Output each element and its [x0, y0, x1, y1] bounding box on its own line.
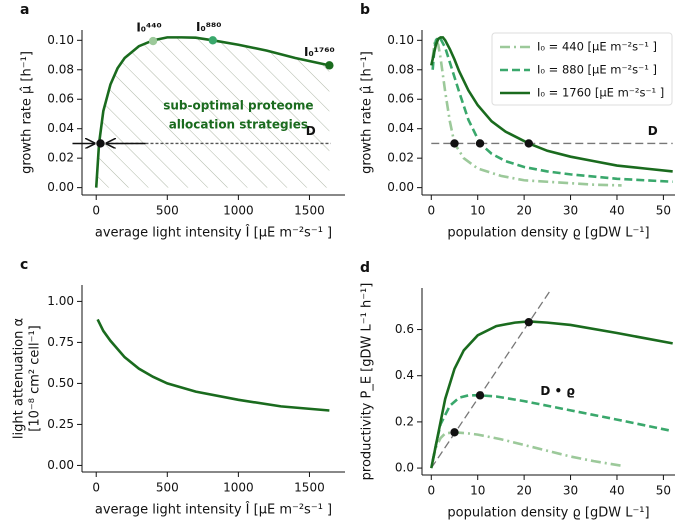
point-label: I₀¹⁷⁶⁰ [304, 45, 335, 59]
x-tick-label: 40 [609, 204, 624, 218]
x-tick-label: 0 [92, 481, 100, 495]
y-tick-label: 0.00 [47, 458, 74, 472]
y-tick-label: 0.06 [47, 92, 74, 106]
y-tick-label: 1.00 [47, 294, 74, 308]
y-tick-label: 0.02 [387, 151, 414, 165]
series-line [94, 36, 330, 188]
x-tick-label: 1500 [294, 204, 325, 218]
point-label: I₀⁸⁸⁰ [196, 20, 222, 34]
y-tick-label: 0.00 [47, 180, 74, 194]
series-line [431, 394, 673, 462]
x-tick-label: 50 [656, 484, 671, 498]
x-tick-label: 10 [470, 204, 485, 218]
y-tick-label: 0.6 [395, 322, 414, 336]
y-tick-label: 0.06 [387, 92, 414, 106]
reference-label: D [306, 124, 316, 138]
y-tick-label: 0.10 [47, 33, 74, 47]
y-axis-label: growth rate µ̂ [h⁻¹] [20, 51, 35, 174]
y-tick-label: 0.00 [387, 180, 414, 194]
x-tick-label: 30 [563, 204, 578, 218]
y-tick-label: 0.25 [47, 417, 74, 431]
y-tick-label: 0.10 [387, 33, 414, 47]
x-axis-label: average light intensity Î [µE m⁻²s⁻¹ ] [95, 225, 332, 241]
panel-label: a [20, 2, 29, 18]
y-tick-label: 0.75 [47, 335, 74, 349]
x-tick-label: 0 [427, 484, 435, 498]
series-line [431, 430, 622, 468]
x-tick-label: 500 [156, 204, 179, 218]
x-tick-label: 1000 [223, 481, 254, 495]
x-axis-label: population density ϱ [gDW L⁻¹] [447, 226, 649, 241]
panel-label: c [20, 257, 28, 273]
annotation: allocation strategies [169, 118, 308, 132]
y-tick-label: 0.08 [387, 62, 414, 76]
point-label: I₀⁴⁴⁰ [136, 21, 162, 35]
x-tick-label: 20 [516, 204, 531, 218]
series-line [96, 318, 330, 412]
reference-label: D [648, 124, 658, 138]
x-tick-label: 10 [470, 484, 485, 498]
x-tick-label: 50 [656, 204, 671, 218]
legend: I₀ = 440 [µE m⁻²s⁻¹ ] I₀ = 880 [µE m⁻²s⁻¹… [491, 32, 673, 106]
series-line [430, 36, 673, 173]
reference-line [430, 291, 551, 469]
point [208, 36, 217, 45]
panel-label: b [360, 2, 370, 18]
panel-label: d [360, 260, 370, 276]
x-axis-label: population density ϱ [gDW L⁻¹] [447, 506, 649, 521]
y-tick-label: 0.4 [395, 368, 414, 382]
x-tick-label: 0 [92, 204, 100, 218]
legend-box [491, 32, 673, 106]
point [524, 139, 533, 148]
point [524, 317, 533, 327]
y-axis-label: light attenuation α [12, 318, 27, 439]
legend-label: I₀ = 440 [µE m⁻²s⁻¹ ] [537, 40, 657, 54]
x-tick-label: 40 [609, 484, 624, 498]
x-tick-label: 0 [427, 204, 435, 218]
series-line [430, 320, 673, 469]
hatch-region [96, 37, 330, 188]
legend-label: I₀ = 1760 [µE m⁻²s⁻¹ ] [537, 86, 664, 100]
y-axis-label: productivity P_E [gDW L⁻¹ h⁻¹] [360, 283, 375, 481]
x-tick-label: 20 [516, 484, 531, 498]
point [148, 36, 158, 46]
y-tick-label: 0.50 [47, 376, 74, 390]
point [475, 391, 485, 400]
legend-label: I₀ = 880 [µE m⁻²s⁻¹ ] [537, 63, 657, 77]
x-axis-label: average light intensity Î [µE m⁻²s⁻¹ ] [95, 502, 332, 518]
y-tick-label: 0.08 [47, 62, 74, 76]
y-tick-label: 0.0 [395, 461, 414, 475]
reference-label: D • ϱ [540, 384, 575, 398]
point [96, 139, 105, 148]
annotation: sub-optimal proteome [163, 99, 313, 113]
point [450, 428, 459, 437]
y-tick-label: 0.2 [395, 414, 414, 428]
y-tick-label: 0.02 [47, 151, 74, 165]
y-tick-label: 0.04 [47, 121, 74, 135]
x-tick-label: 1500 [294, 481, 325, 495]
x-tick-label: 1000 [223, 204, 254, 218]
point [475, 139, 485, 148]
point [450, 139, 459, 148]
y-tick-label: 0.04 [387, 121, 414, 135]
y-axis-label: growth rate µ̂ [h⁻¹] [360, 51, 375, 174]
x-tick-label: 500 [156, 481, 179, 495]
point [325, 61, 334, 70]
y-axis-label: [10⁻⁸ cm² cell⁻¹] [28, 325, 43, 432]
x-tick-label: 30 [563, 484, 578, 498]
